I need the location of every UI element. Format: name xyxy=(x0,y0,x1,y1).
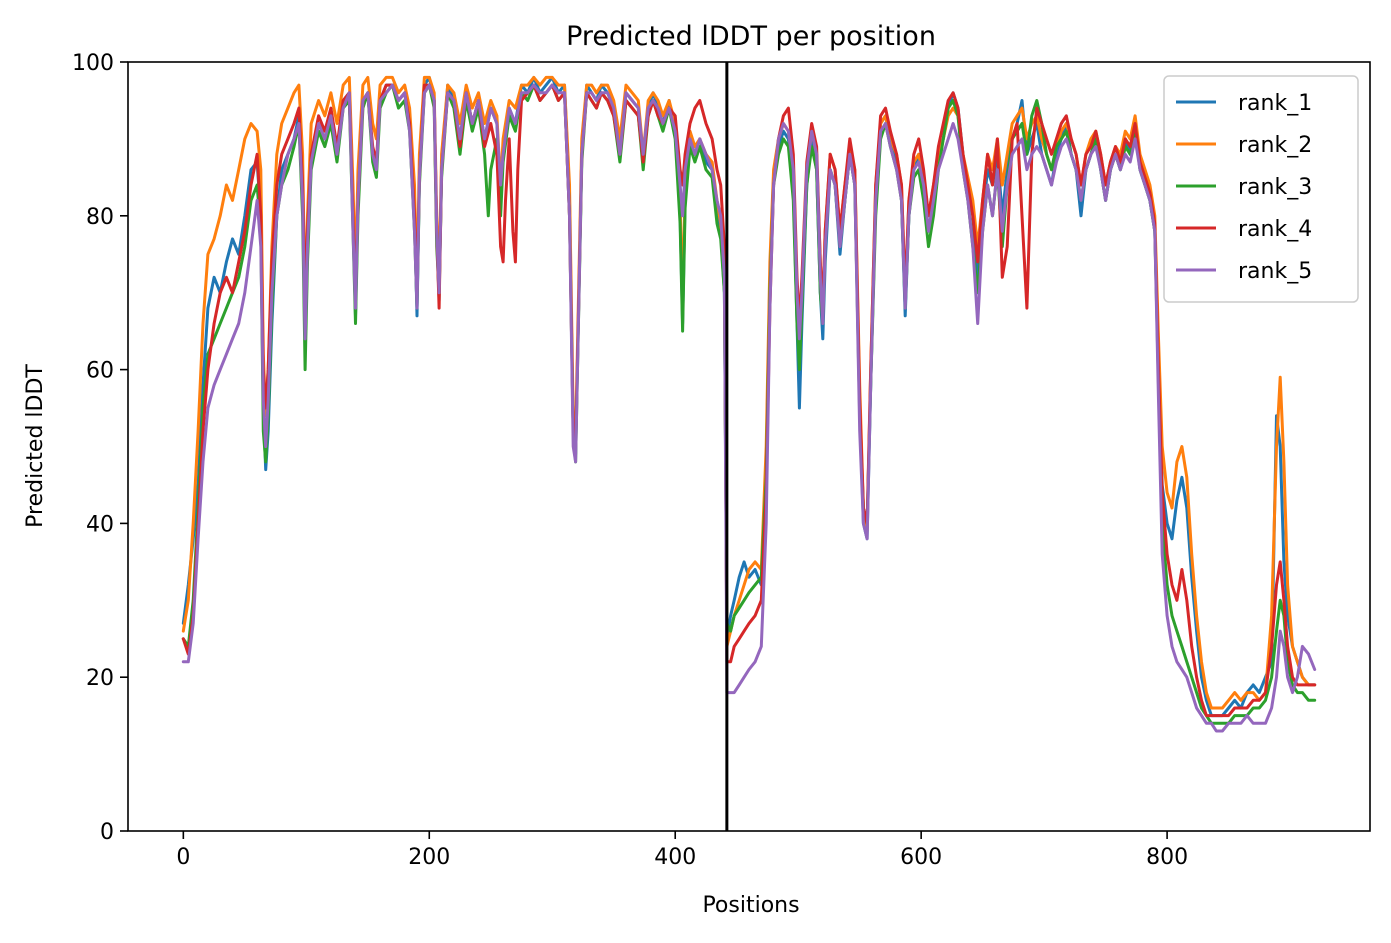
x-tick-label: 400 xyxy=(654,845,696,870)
y-tick-label: 20 xyxy=(86,666,114,691)
y-tick-label: 60 xyxy=(86,359,114,384)
x-tick-label: 0 xyxy=(176,845,190,870)
plot-series-group xyxy=(181,75,1317,733)
x-axis-label: Positions xyxy=(702,893,799,918)
x-tick-label: 800 xyxy=(1146,845,1188,870)
chart-title: Predicted lDDT per position xyxy=(566,21,936,52)
x-tick-label: 600 xyxy=(900,845,942,870)
legend-label-rank_3: rank_3 xyxy=(1238,175,1312,200)
legend-label-rank_5: rank_5 xyxy=(1238,259,1312,284)
y-axis-ticks: 0 20 40 60 80 100 xyxy=(72,51,128,845)
legend: rank_1 rank_2 rank_3 rank_4 rank_5 xyxy=(1163,75,1359,303)
legend-box xyxy=(1163,75,1359,303)
y-axis-label: Predicted lDDT xyxy=(23,364,48,528)
x-axis-ticks: 0 200 400 600 800 xyxy=(176,831,1188,870)
series-line-rank_5 xyxy=(181,83,1317,733)
legend-label-rank_4: rank_4 xyxy=(1238,217,1312,242)
legend-label-rank_1: rank_1 xyxy=(1238,91,1312,116)
axes-frame xyxy=(127,61,1371,832)
y-tick-label: 80 xyxy=(86,205,114,230)
legend-label-rank_2: rank_2 xyxy=(1238,133,1312,158)
y-tick-label: 100 xyxy=(72,51,114,76)
y-tick-label: 40 xyxy=(86,512,114,537)
y-tick-label: 0 xyxy=(100,820,114,845)
x-tick-label: 200 xyxy=(408,845,450,870)
